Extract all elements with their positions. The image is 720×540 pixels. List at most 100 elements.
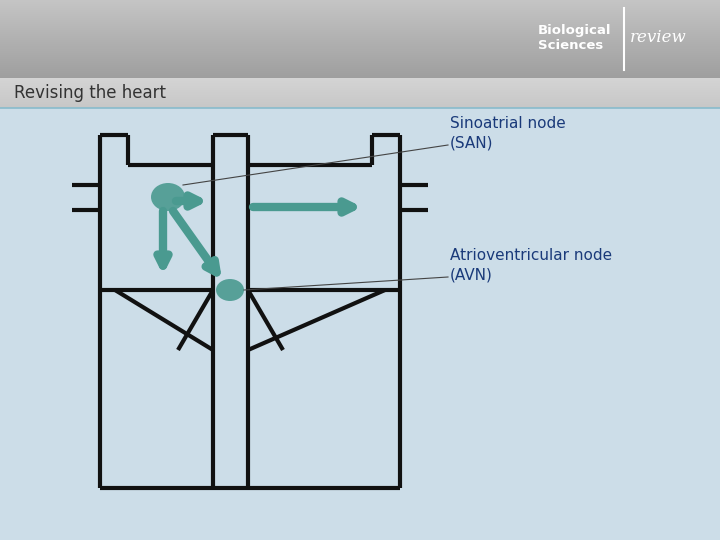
Bar xyxy=(0,54,720,55)
Bar xyxy=(0,71,720,72)
Bar xyxy=(0,60,720,61)
Bar xyxy=(0,92,720,93)
Bar xyxy=(0,65,720,66)
Bar xyxy=(0,57,720,58)
Text: Revising the heart: Revising the heart xyxy=(14,84,166,102)
Bar xyxy=(0,35,720,36)
Ellipse shape xyxy=(151,183,185,211)
Bar xyxy=(0,85,720,86)
Bar xyxy=(0,55,720,56)
Bar xyxy=(0,4,720,5)
Bar xyxy=(0,86,720,87)
Bar xyxy=(0,107,720,108)
Bar xyxy=(0,99,720,100)
Bar xyxy=(0,105,720,106)
Bar xyxy=(0,102,720,103)
Bar xyxy=(0,16,720,17)
Bar xyxy=(0,104,720,105)
Bar xyxy=(0,97,720,98)
Bar xyxy=(0,61,720,62)
Bar xyxy=(0,19,720,20)
Bar xyxy=(0,66,720,67)
Bar xyxy=(0,18,720,19)
Ellipse shape xyxy=(216,279,244,301)
Bar xyxy=(0,3,720,4)
Bar xyxy=(0,39,720,40)
Bar xyxy=(0,15,720,16)
Bar xyxy=(0,20,720,21)
Bar xyxy=(0,48,720,49)
Bar xyxy=(0,106,720,107)
Bar xyxy=(0,95,720,96)
Bar xyxy=(0,50,720,51)
Bar xyxy=(0,93,720,94)
Bar xyxy=(0,73,720,74)
Bar xyxy=(0,14,720,15)
Bar xyxy=(0,75,720,76)
Bar xyxy=(0,69,720,70)
Bar xyxy=(0,34,720,35)
Bar xyxy=(0,22,720,23)
Bar xyxy=(0,2,720,3)
Bar xyxy=(0,8,720,9)
Bar xyxy=(0,5,720,6)
Bar xyxy=(0,49,720,50)
Bar xyxy=(0,59,720,60)
Bar xyxy=(0,43,720,44)
Bar xyxy=(0,68,720,69)
Bar xyxy=(0,78,720,79)
Bar xyxy=(0,67,720,68)
Bar xyxy=(0,23,720,24)
Bar xyxy=(0,13,720,14)
Bar xyxy=(0,63,720,64)
Bar xyxy=(0,36,720,37)
Bar xyxy=(0,11,720,12)
Bar xyxy=(0,87,720,88)
Bar xyxy=(0,7,720,8)
Bar xyxy=(0,37,720,38)
Bar xyxy=(0,24,720,25)
Bar xyxy=(0,9,720,10)
Bar xyxy=(0,80,720,81)
Bar xyxy=(0,64,720,65)
Bar xyxy=(0,12,720,13)
Bar xyxy=(0,17,720,18)
Bar xyxy=(0,28,720,29)
Bar xyxy=(0,52,720,53)
Bar xyxy=(0,91,720,92)
Bar xyxy=(0,26,720,27)
Bar xyxy=(0,51,720,52)
Bar xyxy=(0,108,720,540)
Bar xyxy=(0,76,720,77)
Bar xyxy=(0,31,720,32)
Bar xyxy=(0,84,720,85)
Bar xyxy=(0,58,720,59)
Bar xyxy=(0,72,720,73)
Bar xyxy=(0,6,720,7)
Bar xyxy=(0,88,720,89)
Bar xyxy=(0,44,720,45)
Bar xyxy=(0,47,720,48)
Bar xyxy=(0,81,720,82)
Bar xyxy=(0,30,720,31)
Bar xyxy=(0,1,720,2)
Bar xyxy=(0,32,720,33)
Text: review: review xyxy=(630,30,687,46)
Bar xyxy=(0,29,720,30)
Bar xyxy=(0,89,720,90)
Bar xyxy=(0,96,720,97)
Bar xyxy=(0,100,720,101)
Bar xyxy=(0,77,720,78)
Bar xyxy=(0,98,720,99)
Bar xyxy=(0,21,720,22)
Bar xyxy=(0,38,720,39)
Bar xyxy=(0,0,720,1)
Bar xyxy=(0,45,720,46)
Bar xyxy=(0,70,720,71)
Bar xyxy=(0,74,720,75)
Bar xyxy=(0,41,720,42)
Bar xyxy=(0,103,720,104)
Bar xyxy=(0,40,720,41)
Bar xyxy=(0,90,720,91)
Text: Atrioventricular node
(AVN): Atrioventricular node (AVN) xyxy=(450,248,612,282)
